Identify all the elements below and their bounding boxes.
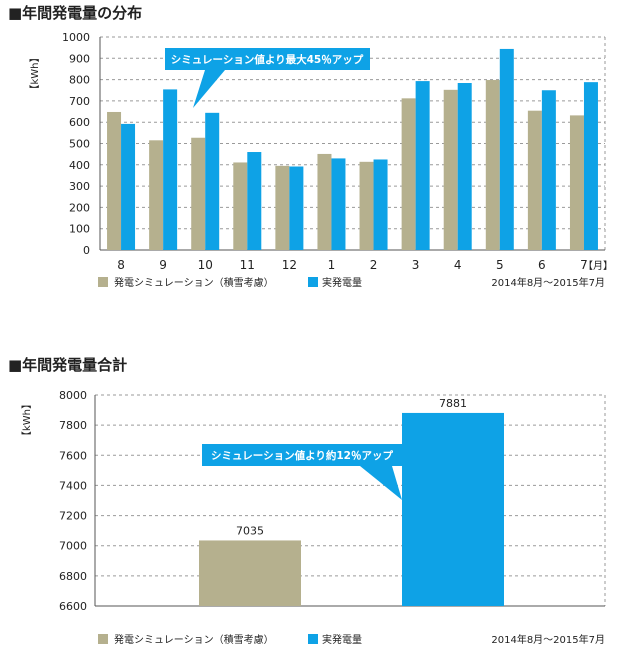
- y-tick-label: 7000: [59, 540, 87, 553]
- legend-swatch-actual: [308, 634, 318, 644]
- x-tick-label: 12: [282, 258, 297, 272]
- y-tick-label: 500: [69, 138, 90, 151]
- annotation-pointer: [360, 466, 402, 500]
- y-tick-label: 300: [69, 180, 90, 193]
- legend-label-actual: 実発電量: [322, 633, 362, 646]
- y-axis-label: 【kWh】: [29, 52, 41, 94]
- simulation-bar: [485, 80, 500, 250]
- x-axis-unit: 【月】: [583, 260, 613, 272]
- actual-bar: [331, 158, 346, 250]
- y-tick-label: 7200: [59, 510, 87, 523]
- annotation-text: シミュレーション値より約12％アップ: [211, 449, 393, 462]
- x-tick-label: 7: [580, 258, 588, 272]
- simulation-bar: [149, 140, 164, 250]
- annotation-text: シミュレーション値より最大45％アップ: [171, 53, 364, 66]
- x-tick-label: 3: [412, 258, 420, 272]
- y-tick-label: 400: [69, 159, 90, 172]
- x-tick-label: 5: [496, 258, 504, 272]
- actual-bar: [541, 90, 556, 250]
- legend-label-simulation: 発電シミュレーション（積雪考慮）: [114, 633, 274, 646]
- y-tick-label: 1000: [62, 31, 90, 44]
- x-tick-label: 6: [538, 258, 546, 272]
- y-tick-label: 6800: [59, 570, 87, 583]
- actual-total-bar: [402, 412, 504, 606]
- x-tick-label: 4: [454, 258, 462, 272]
- period-label: 2014年8月～2015年7月: [491, 633, 605, 646]
- period-label: 2014年8月～2015年7月: [491, 276, 605, 289]
- x-tick-label: 10: [198, 258, 213, 272]
- y-tick-label: 0: [83, 244, 90, 257]
- actual-bar: [415, 81, 430, 250]
- simulation-bar: [317, 153, 332, 250]
- y-tick-label: 6600: [59, 600, 87, 613]
- x-tick-label: 1: [328, 258, 336, 272]
- y-axis-label: 【kWh】: [21, 399, 33, 441]
- actual-bar: [121, 123, 136, 250]
- x-tick-label: 8: [117, 258, 125, 272]
- y-tick-label: 8000: [59, 389, 87, 402]
- simulation-bar: [443, 89, 458, 250]
- simulation-bar: [359, 161, 374, 250]
- legend-label-simulation: 発電シミュレーション（積雪考慮）: [114, 276, 274, 289]
- y-tick-label: 200: [69, 201, 90, 214]
- annotation-box: [165, 48, 370, 70]
- y-tick-label: 100: [69, 223, 90, 236]
- legend-swatch-simulation: [98, 277, 108, 287]
- simulation-bar: [233, 162, 248, 250]
- simulation-total-bar: [199, 540, 301, 606]
- simulation-bar: [191, 137, 206, 250]
- x-tick-label: 2: [370, 258, 378, 272]
- simulation-bar: [107, 111, 122, 250]
- legend-swatch-simulation: [98, 634, 108, 644]
- x-tick-label: 11: [240, 258, 255, 272]
- legend-label-actual: 実発電量: [322, 276, 362, 289]
- annotation-box: [202, 444, 402, 466]
- simulation-bar: [569, 115, 584, 250]
- total-chart-title: ■年間発電量合計: [8, 356, 128, 374]
- actual-bar: [289, 166, 304, 250]
- actual-bar: [583, 82, 598, 250]
- y-tick-label: 7400: [59, 479, 87, 492]
- monthly-chart-title: ■年間発電量の分布: [8, 4, 143, 22]
- y-tick-label: 800: [69, 74, 90, 87]
- y-tick-label: 7600: [59, 449, 87, 462]
- simulation-bar: [275, 165, 290, 250]
- actual-bar: [457, 83, 472, 251]
- y-tick-label: 700: [69, 95, 90, 108]
- simulation-bar: [401, 98, 416, 251]
- legend-swatch-actual: [308, 277, 318, 287]
- actual-bar: [373, 159, 388, 250]
- x-tick-label: 9: [159, 258, 167, 272]
- actual-bar: [205, 112, 220, 250]
- simulation-bar: [527, 110, 542, 250]
- y-tick-label: 600: [69, 116, 90, 129]
- bar-value-label: 7035: [236, 524, 264, 537]
- y-tick-label: 900: [69, 52, 90, 65]
- actual-bar: [499, 48, 514, 250]
- annotation-pointer: [193, 70, 225, 108]
- bar-value-label: 7881: [439, 397, 467, 410]
- actual-bar: [247, 152, 262, 250]
- y-tick-label: 7800: [59, 419, 87, 432]
- actual-bar: [163, 89, 178, 250]
